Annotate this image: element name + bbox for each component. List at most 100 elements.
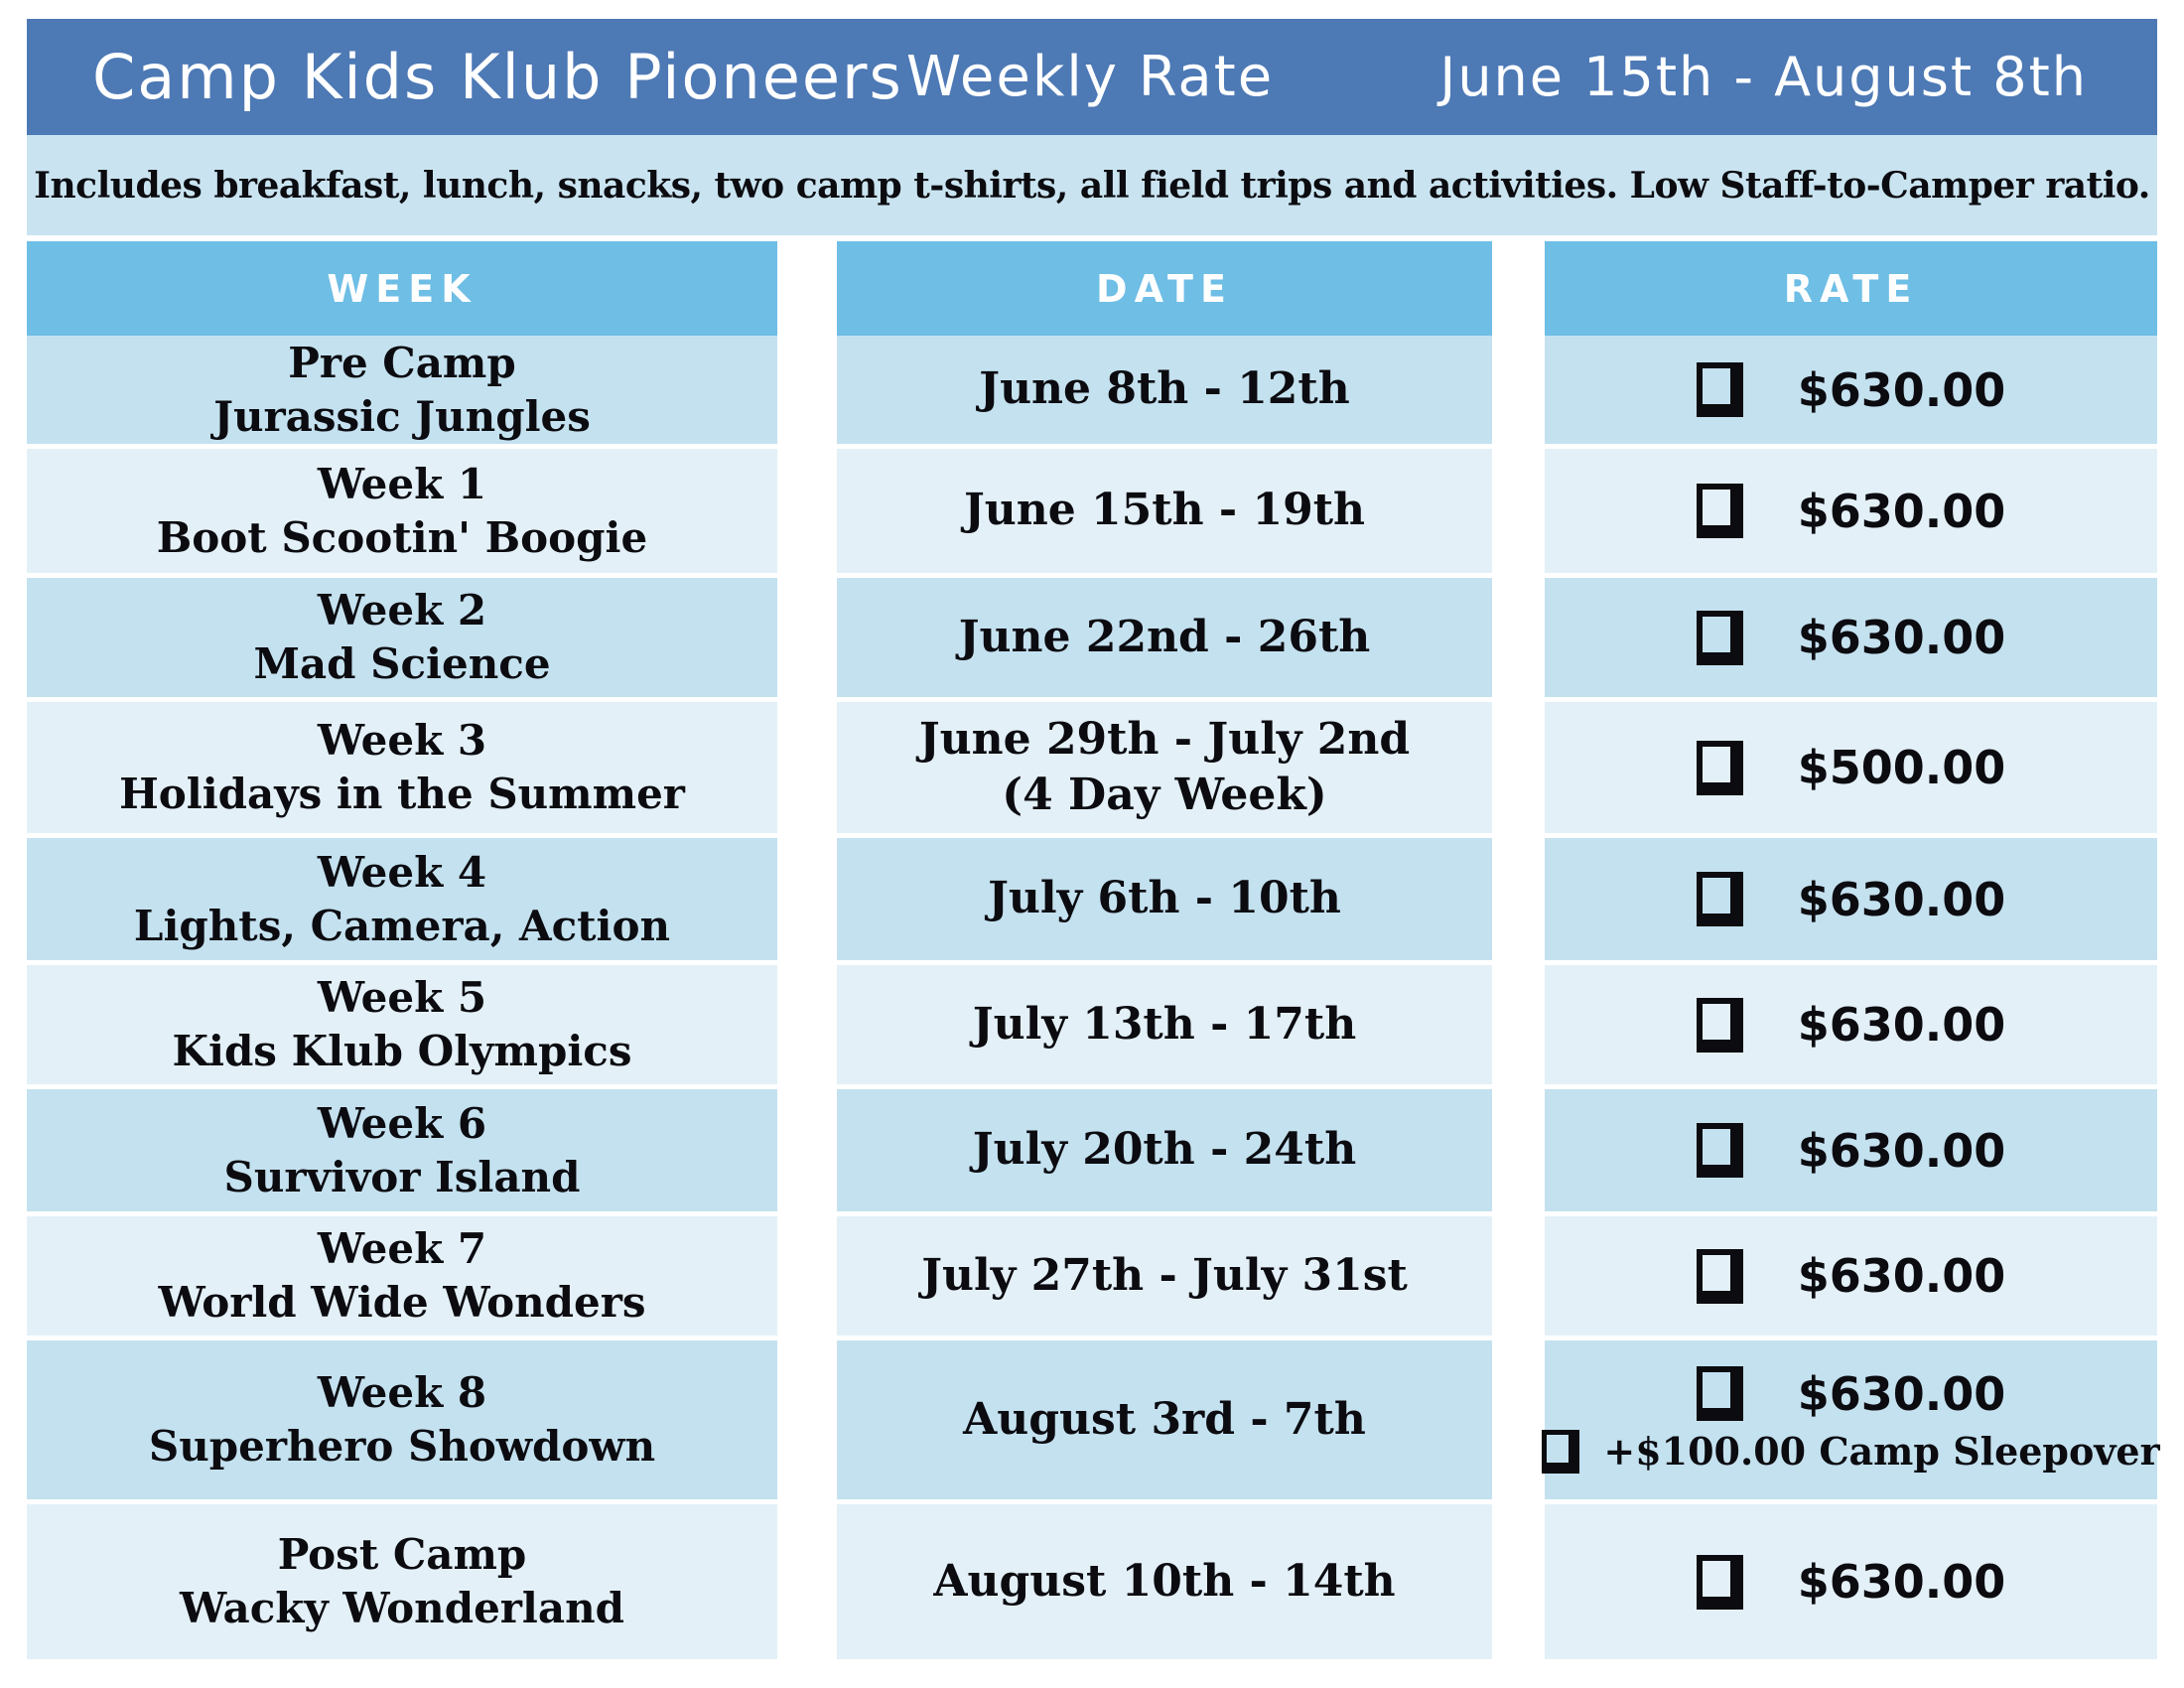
date-range-text: June 22nd - 26th xyxy=(958,611,1371,662)
week-cell: Pre Camp Jurassic Jungles xyxy=(27,336,777,444)
rate-column-header: RATE xyxy=(1545,241,2157,336)
rate-line: $630.00 xyxy=(1696,1248,2005,1304)
rate-amount: $630.00 xyxy=(1797,484,2006,538)
date-cell: July 13th - 17th xyxy=(837,965,1492,1084)
header-date-range: June 15th - August 8th xyxy=(1439,46,2088,108)
week-theme-line2: Mad Science xyxy=(253,639,551,688)
sleepover-line: +$100.00 Camp Sleepover xyxy=(1542,1429,2160,1474)
week-cell: Week 2 Mad Science xyxy=(27,578,777,697)
week-label-line1: Week 5 xyxy=(317,973,487,1023)
week-theme-line2: Survivor Island xyxy=(223,1152,581,1201)
date-cell: July 20th - 24th xyxy=(837,1089,1492,1211)
week-theme-line2: Boot Scootin' Boogie xyxy=(156,512,648,562)
date-range-text: August 10th - 14th xyxy=(933,1555,1396,1607)
rate-line: $630.00 xyxy=(1696,362,2006,417)
week-theme-line2: Holidays in the Summer xyxy=(119,770,685,818)
week-cell: Week 6 Survivor Island xyxy=(27,1089,777,1211)
rate-amount: $630.00 xyxy=(1797,611,2006,664)
date-cell: July 6th - 10th xyxy=(837,838,1492,960)
date-range-text: June 15th - 19th xyxy=(963,485,1366,536)
week-theme-line2: Lights, Camera, Action xyxy=(133,901,671,950)
rate-checkbox-icon[interactable] xyxy=(1696,1554,1743,1610)
week-cell: Week 1 Boot Scootin' Boogie xyxy=(27,449,777,573)
rate-column: RATE $630.00 $630.00 $630.00 $500.00 $630.00… xyxy=(1542,241,2160,1659)
rate-line: $500.00 xyxy=(1696,740,2006,795)
week-theme-line2: Jurassic Jungles xyxy=(213,391,591,441)
date-range-text: July 27th - July 31st xyxy=(921,1249,1408,1301)
rate-amount: $630.00 xyxy=(1797,1123,2006,1178)
rate-cell: $630.00 xyxy=(1545,1216,2157,1336)
rate-cell: $630.00 xyxy=(1545,1504,2157,1659)
rate-cell: $630.00 xyxy=(1545,838,2157,960)
date-range-text: June 29th - July 2nd xyxy=(918,713,1411,765)
rate-cell: $630.00 xyxy=(1545,578,2157,697)
rate-line: $630.00 xyxy=(1696,1123,2006,1178)
sleepover-label: +$100.00 Camp Sleepover xyxy=(1603,1429,2160,1474)
week-label-line1: Week 8 xyxy=(317,1368,487,1418)
week-label-line1: Week 2 xyxy=(317,586,487,635)
date-column-header: DATE xyxy=(837,241,1492,336)
rate-line: $630.00 xyxy=(1696,484,2006,538)
rate-amount: $630.00 xyxy=(1797,872,2006,926)
week-label-line1: Week 4 xyxy=(317,847,487,897)
week-label-line1: Week 1 xyxy=(317,459,487,508)
rate-table: WEEK Pre Camp Jurassic Jungles Week 1 Boot … xyxy=(27,241,2160,1659)
date-cell: August 10th - 14th xyxy=(837,1504,1492,1659)
week-label-line1: Week 6 xyxy=(317,1098,487,1148)
date-column: DATE June 8th - 12th June 15th - 19th June… xyxy=(837,241,1492,1659)
date-cell: June 22nd - 26th xyxy=(837,578,1492,697)
rate-cell: $630.00 xyxy=(1545,449,2157,573)
rate-cell: $630.00 xyxy=(1545,336,2157,444)
week-cell: Week 8 Superhero Showdown xyxy=(27,1340,777,1499)
rate-line: $630.00 xyxy=(1696,872,2006,926)
rate-checkbox-icon[interactable] xyxy=(1696,872,1743,926)
rate-checkbox-icon[interactable] xyxy=(1696,1366,1743,1421)
subheader-text: Includes breakfast, lunch, snacks, two c… xyxy=(34,164,2150,207)
week-cell: Week 3 Holidays in the Summer xyxy=(27,702,777,833)
rate-checkbox-icon[interactable] xyxy=(1696,610,1743,665)
rate-checkbox-icon[interactable] xyxy=(1696,740,1743,795)
page-title: Camp Kids Klub Pioneers xyxy=(92,41,903,113)
week-column-header: WEEK xyxy=(27,241,777,336)
rate-amount: $630.00 xyxy=(1797,1555,2006,1609)
week-label-line1: Pre Camp xyxy=(288,338,516,387)
rate-amount: $630.00 xyxy=(1797,362,2006,417)
week-theme-line2: Superhero Showdown xyxy=(148,1422,656,1471)
header-center-label: Weekly Rate xyxy=(905,45,1275,109)
rate-checkbox-icon[interactable] xyxy=(1696,1248,1743,1304)
rate-amount: $630.00 xyxy=(1797,998,2006,1052)
date-cell: August 3rd - 7th xyxy=(837,1340,1492,1499)
header-bar: Camp Kids Klub Pioneers Weekly Rate June… xyxy=(27,19,2157,135)
rate-line: $630.00 xyxy=(1696,1554,2006,1610)
week-theme-line2: World Wide Wonders xyxy=(158,1278,646,1327)
week-cell: Post Camp Wacky Wonderland xyxy=(27,1504,777,1659)
week-cell: Week 7 World Wide Wonders xyxy=(27,1216,777,1336)
rate-line: $630.00 xyxy=(1696,1366,2006,1421)
week-label-line1: Week 3 xyxy=(317,716,487,766)
week-cell: Week 4 Lights, Camera, Action xyxy=(27,838,777,960)
rate-checkbox-icon[interactable] xyxy=(1696,1123,1743,1178)
week-label-line1: Post Camp xyxy=(277,1530,527,1580)
date-cell: June 15th - 19th xyxy=(837,449,1492,573)
week-theme-line2: Wacky Wonderland xyxy=(179,1584,624,1632)
date-range-text: July 13th - 17th xyxy=(972,998,1357,1050)
week-column: WEEK Pre Camp Jurassic Jungles Week 1 Boot … xyxy=(27,241,777,1659)
date-note-text: (4 Day Week) xyxy=(1002,770,1327,820)
rate-checkbox-icon[interactable] xyxy=(1696,997,1743,1053)
rate-cell: $630.00 +$100.00 Camp Sleepover xyxy=(1542,1340,2160,1499)
rate-line: $630.00 xyxy=(1696,997,2006,1053)
rate-line: $630.00 xyxy=(1696,610,2006,665)
date-cell: June 29th - July 2nd (4 Day Week) xyxy=(837,702,1492,833)
rate-amount: $500.00 xyxy=(1797,741,2006,794)
rate-checkbox-icon[interactable] xyxy=(1696,484,1743,538)
sleepover-checkbox-icon[interactable] xyxy=(1542,1429,1580,1474)
date-range-text: June 8th - 12th xyxy=(979,363,1350,415)
subheader-bar: Includes breakfast, lunch, snacks, two c… xyxy=(27,135,2157,235)
rate-amount: $630.00 xyxy=(1797,1366,2006,1421)
rate-cell: $630.00 xyxy=(1545,965,2157,1084)
date-cell: July 27th - July 31st xyxy=(837,1216,1492,1336)
date-cell: June 8th - 12th xyxy=(837,336,1492,444)
week-theme-line2: Kids Klub Olympics xyxy=(172,1027,632,1075)
rate-checkbox-icon[interactable] xyxy=(1696,362,1743,417)
